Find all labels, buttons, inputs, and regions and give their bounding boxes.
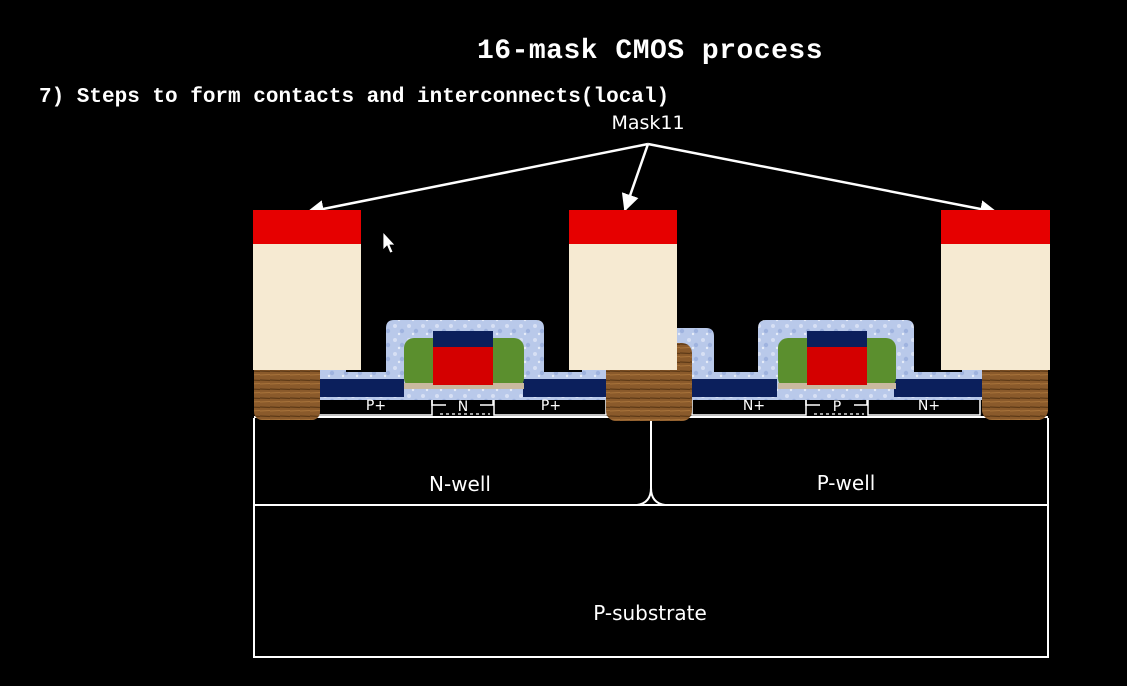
mask-label: Mask11	[611, 112, 684, 134]
nmos-gate-silicide	[807, 331, 867, 347]
nmos-gate-poly	[807, 346, 867, 385]
nplus-left-label: N+	[743, 398, 765, 414]
pmos-gate-silicide	[433, 331, 493, 347]
mask-block-right	[941, 210, 1050, 244]
p-well-label: P-well	[817, 471, 876, 495]
mask-arrows	[306, 142, 998, 218]
slide-title: 16-mask CMOS process	[476, 36, 824, 67]
p-channel-label: P	[833, 399, 841, 415]
photoresist-left	[253, 244, 361, 370]
mask-block-left	[253, 210, 361, 244]
step-heading: 7) Steps to form contacts and interconne…	[39, 86, 670, 109]
mouse-cursor-icon	[382, 230, 396, 254]
arrow-left	[306, 142, 649, 218]
n-channel-label: N	[458, 399, 468, 415]
photoresist-right	[941, 244, 1050, 370]
pplus-right-label: P+	[541, 398, 561, 414]
pplus-left-label: P+	[366, 398, 386, 414]
p-substrate-region	[253, 504, 1049, 658]
pmos-gate-poly	[433, 346, 493, 385]
p-substrate-label: P-substrate	[593, 601, 707, 625]
mask-block-center	[569, 210, 677, 244]
photoresist-center	[569, 244, 677, 370]
arrow-center	[621, 143, 650, 212]
n-well-label: N-well	[429, 472, 491, 496]
nplus-right-label: N+	[918, 398, 940, 414]
pmos-gate-oxide	[404, 383, 524, 389]
arrow-right	[647, 142, 998, 218]
well-boundaries	[253, 418, 1049, 506]
diffusion-strips	[320, 379, 982, 397]
nmos-gate-oxide	[778, 383, 896, 389]
